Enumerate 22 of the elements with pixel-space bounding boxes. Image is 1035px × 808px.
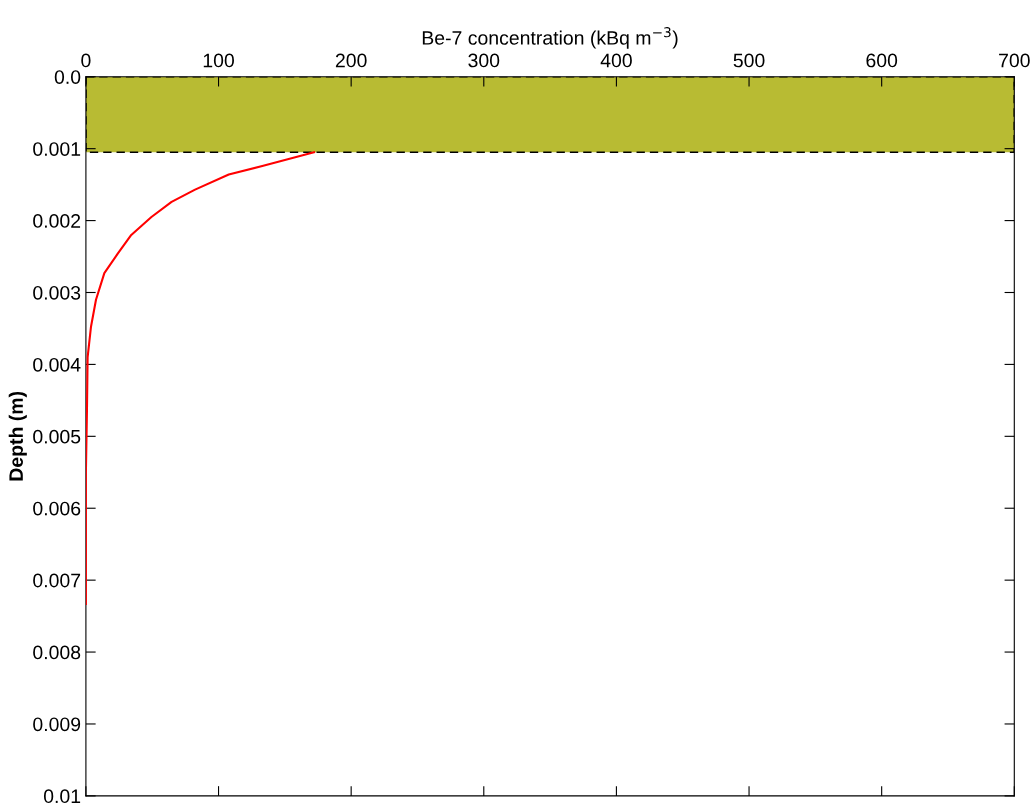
y-tick-label: 0.006 xyxy=(33,501,81,516)
x-tick-label: 600 xyxy=(866,53,898,68)
y-tick-label: 0.003 xyxy=(33,285,81,300)
x-tick-label: 0 xyxy=(81,53,91,68)
y-tick-label: 0.008 xyxy=(33,645,81,660)
y-tick-label: 0.009 xyxy=(33,717,81,732)
y-tick-label: 0.007 xyxy=(33,573,81,588)
x-tick-label: 300 xyxy=(468,53,500,68)
y-tick-label: 0.01 xyxy=(43,789,81,804)
x-tick-label: 500 xyxy=(733,53,765,68)
y-tick-label: 0.001 xyxy=(33,142,81,156)
y-tick-label: 0.002 xyxy=(33,214,81,228)
x-tick-label: 700 xyxy=(999,53,1030,68)
y-tick-label: 0.005 xyxy=(33,429,81,444)
x-tick-label: 400 xyxy=(600,53,632,68)
y-tick-label: 0.0 xyxy=(54,70,81,84)
y-axis-title: Depth (m) xyxy=(8,391,27,481)
x-tick-label: 200 xyxy=(335,53,367,68)
x-tick-label: 100 xyxy=(203,53,234,68)
line-series xyxy=(85,151,316,605)
x-axis-title: Be-7 concentration (kBq m$^{−3}$) xyxy=(422,27,678,49)
y-tick-label: 0.004 xyxy=(33,357,81,372)
